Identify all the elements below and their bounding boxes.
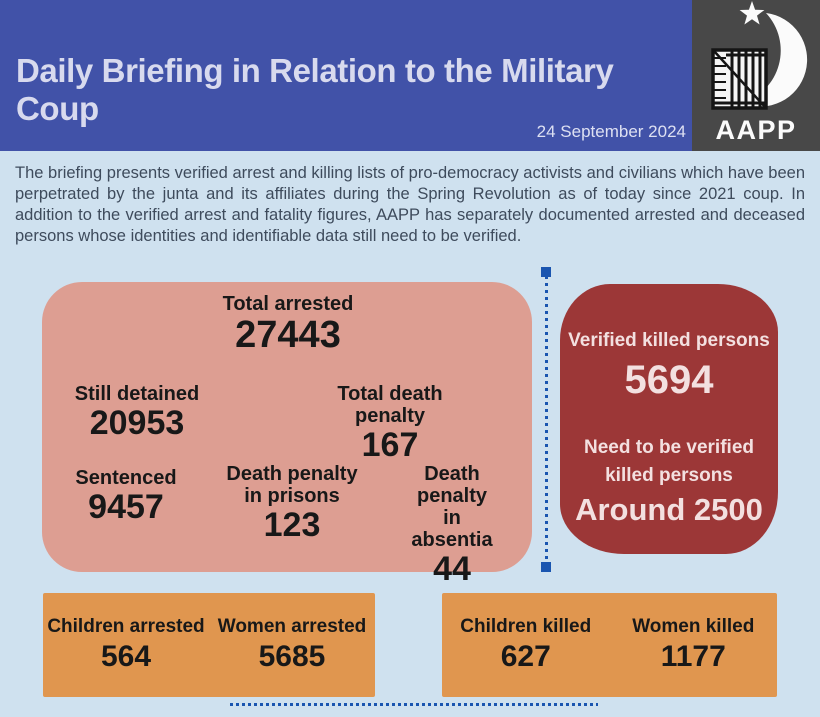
divider-cap-bottom bbox=[541, 562, 551, 572]
stat-label: Sentenced bbox=[75, 467, 177, 489]
logo-wordmark: AAPP bbox=[715, 115, 797, 145]
stat-label: Death penalty in absentia bbox=[411, 463, 493, 551]
stat-value: Around 2500 bbox=[575, 492, 763, 527]
stat-children-arrested: Children arrested 564 bbox=[43, 593, 209, 697]
star-icon bbox=[739, 1, 765, 25]
stat-label: Death penalty in prisons bbox=[226, 463, 358, 507]
stat-still-detained: Still detained 20953 bbox=[75, 383, 199, 442]
page-title: Daily Briefing in Relation to the Milita… bbox=[16, 52, 614, 127]
stat-label: Children killed bbox=[460, 616, 592, 637]
stat-value: 5685 bbox=[258, 640, 326, 673]
stat-label: Women arrested bbox=[217, 616, 367, 637]
stat-label: Women killed bbox=[632, 616, 755, 637]
stat-value: 564 bbox=[100, 640, 152, 673]
stat-value: 123 bbox=[263, 506, 321, 544]
killed-stats-panel: Verified killed persons 5694 Need to be … bbox=[560, 284, 778, 554]
stat-label: Need to be verified killed persons bbox=[584, 437, 754, 486]
stat-label: Verified killed persons bbox=[568, 330, 770, 351]
stat-women-killed: Women killed 1177 bbox=[610, 593, 778, 697]
briefing-date: 24 September 2024 bbox=[536, 122, 686, 141]
logo-graphic bbox=[711, 1, 808, 110]
arrested-stats-panel: Total arrested 27443 Still detained 2095… bbox=[42, 282, 532, 588]
stat-label: Children arrested bbox=[47, 616, 205, 637]
arrested-children-women-panel: Children arrested 564 Women arrested 568… bbox=[43, 593, 375, 697]
stat-total-death-penalty: Total death penalty 167 bbox=[319, 383, 461, 464]
stat-value: 44 bbox=[433, 550, 471, 588]
horizontal-dotted-divider bbox=[230, 703, 598, 706]
stat-label: Total death penalty bbox=[337, 383, 443, 427]
stat-value: 20953 bbox=[89, 404, 185, 442]
aapp-logo: AAPP bbox=[692, 0, 820, 151]
prison-gate-icon bbox=[711, 48, 768, 110]
killed-children-women-panel: Children killed 627 Women killed 1177 bbox=[442, 593, 777, 697]
stat-value: 167 bbox=[361, 426, 419, 464]
vertical-dotted-divider bbox=[545, 276, 548, 564]
stat-value: 1177 bbox=[660, 640, 726, 673]
stat-value: 27443 bbox=[235, 314, 341, 356]
intro-paragraph: The briefing presents verified arrest an… bbox=[15, 164, 805, 245]
divider-cap-top bbox=[541, 267, 551, 277]
header-banner: Daily Briefing in Relation to the Milita… bbox=[0, 0, 820, 151]
crescent-moon-icon bbox=[742, 13, 808, 107]
stat-children-killed: Children killed 627 bbox=[442, 593, 610, 697]
stat-sentenced: Sentenced 9457 bbox=[75, 467, 176, 526]
stat-death-penalty-absentia: Death penalty in absentia 44 bbox=[411, 463, 492, 588]
stat-value: 627 bbox=[500, 640, 551, 673]
stat-total-arrested: Total arrested 27443 bbox=[223, 293, 354, 355]
stat-label: Total arrested bbox=[222, 293, 354, 315]
stat-value: 9457 bbox=[88, 488, 164, 526]
stat-women-arrested: Women arrested 5685 bbox=[209, 593, 375, 697]
stat-death-penalty-prisons: Death penalty in prisons 123 bbox=[226, 463, 357, 544]
stat-label: Still detained bbox=[74, 383, 200, 405]
stat-value: 5694 bbox=[624, 358, 714, 402]
